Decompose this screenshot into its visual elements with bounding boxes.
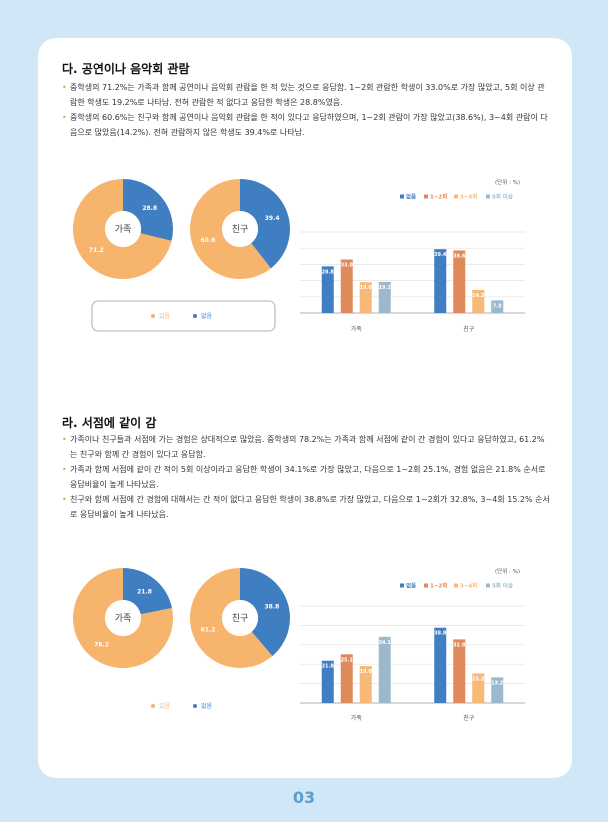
bar-label: 32.8 (453, 642, 466, 648)
x-tick-label: 가족 (351, 325, 363, 333)
legend-label: 있음 (159, 312, 171, 320)
legend-box (91, 300, 276, 332)
legend-label: 1~2회 (430, 582, 447, 590)
donut-hole (105, 211, 141, 247)
x-tick-label: 가족 (351, 714, 363, 722)
bullets: 중학생의 71.2%는 가족과 함께 공연이나 음악회 관람을 한 적 있는 것… (62, 80, 550, 140)
bullet: 가족이나 친구들과 서점에 가는 경험은 상대적으로 많았음. 중학생의 78.… (62, 432, 550, 462)
unit-label: (단위 : %) (495, 567, 520, 575)
bar (491, 677, 504, 703)
donut-label: 가족 (115, 224, 132, 235)
bar (359, 282, 372, 313)
bar (472, 673, 485, 703)
slice-label: 39.4 (265, 215, 280, 222)
bullet: 중학생의 71.2%는 가족과 함께 공연이나 음악회 관람을 한 적 있는 것… (62, 80, 550, 110)
legend-label: 3~4회 (460, 582, 477, 590)
legend-swatch (424, 194, 428, 199)
page-number: 03 (292, 788, 316, 807)
donut-label: 친구 (232, 224, 249, 235)
bullet: 가족과 함께 서점에 같이 간 적이 5회 이상이라고 응답한 학생이 34.1… (62, 462, 550, 492)
legend-label: 없음 (406, 193, 416, 201)
unit-label: (단위 : %) (495, 178, 520, 186)
section-title: 라. 서점에 같이 감 (62, 416, 157, 430)
legend-label: 없음 (201, 702, 213, 710)
donut-slice (72, 568, 173, 668)
legend-dot (151, 314, 155, 318)
bullets: 가족이나 친구들과 서점에 가는 경험은 상대적으로 많았음. 중학생의 78.… (62, 432, 550, 522)
legend-label: 있음 (159, 702, 171, 710)
bar (453, 250, 466, 313)
bar (359, 666, 372, 703)
legend-swatch (400, 583, 404, 588)
bar-label: 39.4 (434, 252, 447, 258)
legend-dot (193, 314, 197, 318)
donut-slice (189, 568, 273, 668)
bar-label: 34.1 (379, 640, 392, 646)
bullet: 중학생의 60.6%는 친구와 함께 공연이나 음악회 관람을 한 적이 있다고… (62, 110, 550, 140)
bar-label: 14.2 (472, 293, 485, 299)
bar (378, 281, 391, 313)
bullet: 친구와 함께 서점에 간 경험에 대해서는 간 적이 없다고 응답한 학생이 3… (62, 492, 550, 522)
bar (378, 636, 391, 703)
bar (321, 660, 334, 703)
slice-label: 38.8 (265, 603, 280, 610)
legend-swatch (454, 194, 458, 199)
donut-hole (105, 600, 141, 636)
legend-label: 5회 이상 (492, 582, 513, 590)
bar (472, 289, 485, 313)
bar-label: 19.2 (379, 285, 392, 291)
bar-label: 38.8 (434, 631, 447, 637)
donut-slice (240, 179, 290, 269)
legend-label: 없음 (406, 582, 416, 590)
slice-label: 71.2 (89, 247, 104, 254)
donut-hole (222, 600, 258, 636)
donut-hole (222, 211, 258, 247)
slice-label: 78.2 (94, 641, 109, 648)
legend-label: 1~2회 (430, 193, 447, 201)
donut-slice (123, 568, 172, 615)
bar-label: 13.2 (491, 680, 504, 686)
slice-label: 21.8 (137, 589, 152, 596)
legend-label: 5회 이상 (492, 193, 513, 201)
legend-swatch (454, 583, 458, 588)
bar-label: 25.1 (341, 657, 354, 663)
legend-swatch (424, 583, 428, 588)
donut-slice (189, 179, 271, 279)
donut-slice (240, 568, 290, 657)
donut-label: 가족 (115, 613, 132, 624)
legend-swatch (486, 583, 490, 588)
slice-label: 28.8 (142, 205, 157, 212)
legend-label: 3~4회 (460, 193, 477, 201)
x-tick-label: 친구 (463, 325, 475, 333)
bar (434, 627, 447, 703)
bar (453, 639, 466, 703)
bar-label: 38.6 (453, 253, 466, 259)
legend-swatch (486, 194, 490, 199)
bar-label: 15.2 (472, 677, 485, 683)
bar (434, 249, 447, 313)
bar-label: 7.8 (493, 303, 502, 309)
legend-dot (151, 704, 155, 708)
legend-dot (193, 704, 197, 708)
slice-label: 61.2 (201, 627, 216, 634)
bar (321, 266, 334, 313)
donut-slice (73, 179, 172, 279)
legend-label: 없음 (201, 312, 213, 320)
bar-label: 21.8 (322, 664, 335, 670)
bar-label: 33.0 (341, 263, 354, 269)
donut-label: 친구 (232, 613, 249, 624)
x-tick-label: 친구 (463, 714, 475, 722)
slice-label: 60.6 (200, 237, 215, 244)
section-title: 다. 공연이나 음악회 관람 (62, 62, 190, 76)
bar-label: 19.0 (360, 669, 373, 675)
bar (340, 259, 353, 313)
bar-label: 28.8 (322, 269, 335, 275)
donut-slice (123, 179, 173, 241)
bar-label: 19.0 (360, 285, 373, 291)
legend-swatch (400, 194, 404, 199)
bar (491, 300, 504, 313)
bar (340, 654, 353, 703)
